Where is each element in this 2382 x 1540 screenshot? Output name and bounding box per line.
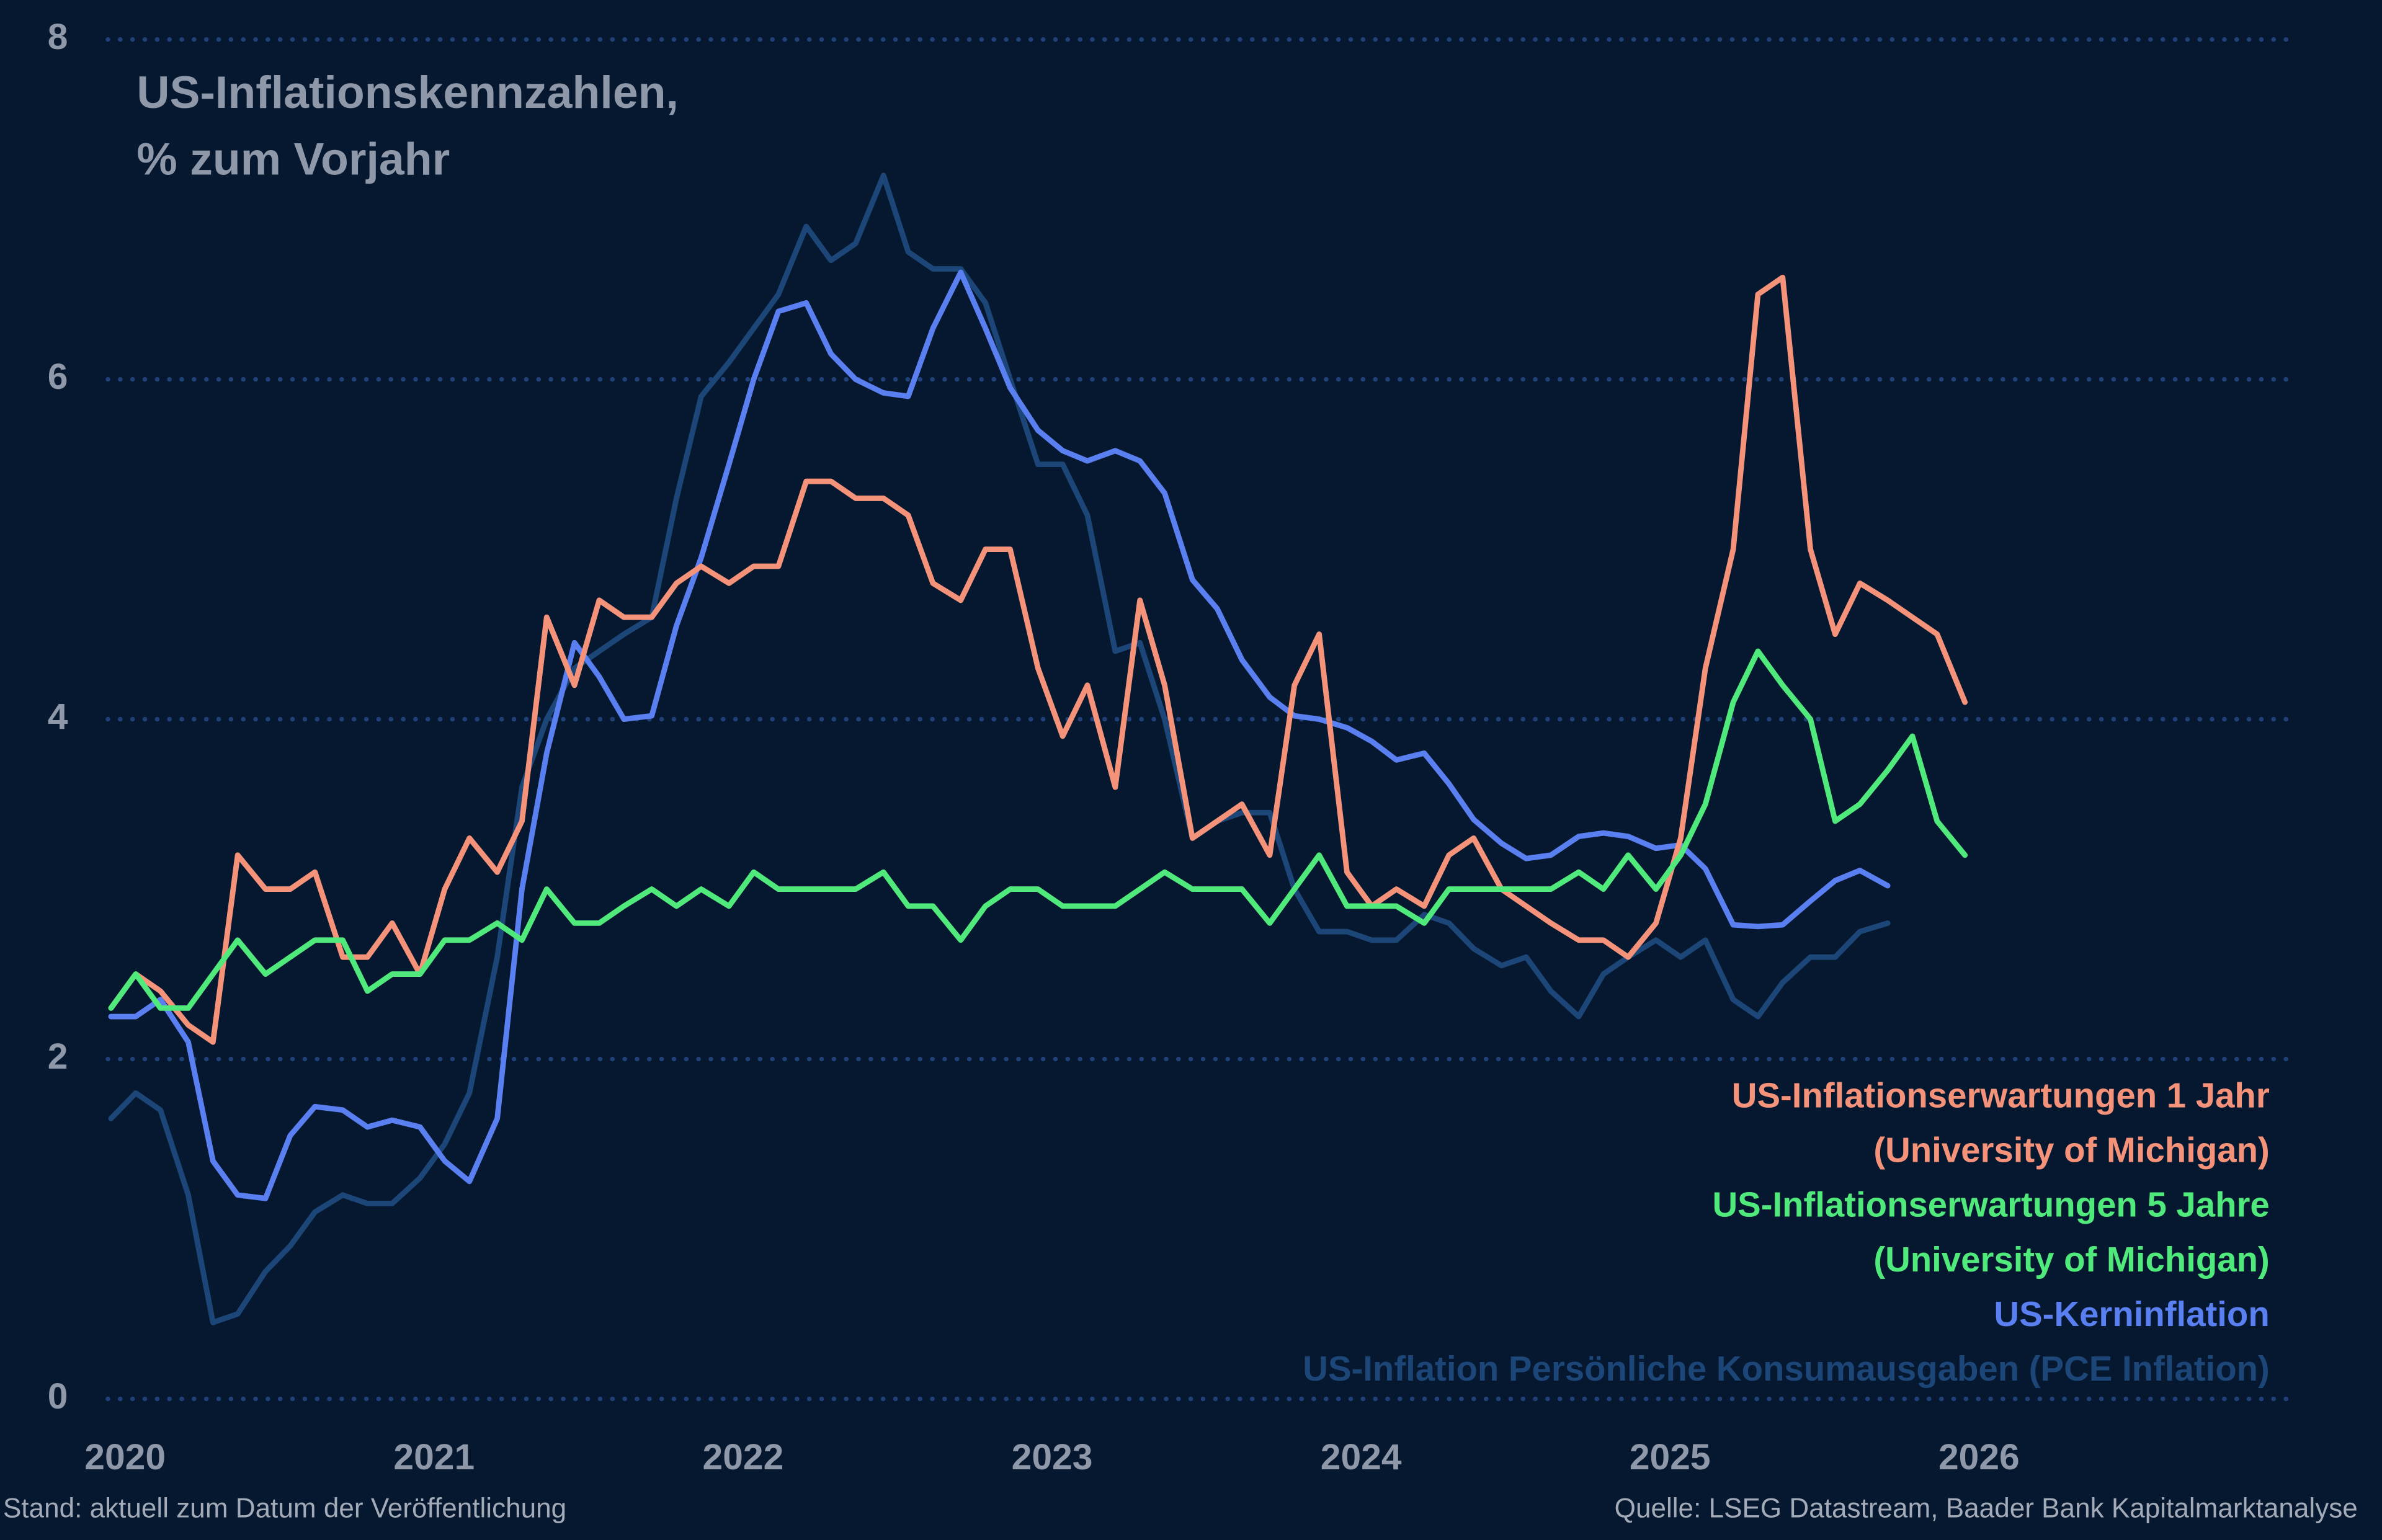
y-tick-label: 8 (48, 17, 68, 57)
x-tick-label: 2023 (1012, 1437, 1093, 1477)
series-line (108, 269, 1891, 1201)
x-tick-label: 2022 (703, 1437, 784, 1477)
y-tick-label: 6 (48, 357, 68, 397)
y-tick-label: 0 (48, 1376, 68, 1417)
x-tick-label: 2020 (84, 1437, 166, 1477)
y-tick-label: 2 (48, 1036, 68, 1077)
series-line (108, 274, 1968, 1045)
x-tick-label: 2025 (1630, 1437, 1711, 1477)
legend-entry: US-Kerninflation (1994, 1294, 2270, 1334)
legend: US-Inflationserwartungen 1 Jahr (Univers… (1303, 1068, 2270, 1396)
y-tick-label: 4 (48, 697, 68, 737)
x-tick-label: 2024 (1321, 1437, 1402, 1477)
x-tick-label: 2021 (393, 1437, 475, 1477)
series-line (108, 172, 1891, 1325)
legend-entry: US-Inflationserwartungen 1 Jahr (Univers… (1731, 1075, 2270, 1170)
series-line (108, 648, 1968, 1011)
footer-left: Stand: aktuell zum Datum der Veröffentli… (2, 1493, 567, 1524)
legend-entry: US-Inflationserwartungen 5 Jahre (Univer… (1712, 1185, 2270, 1280)
chart-title: US-Inflationskennzahlen, % zum Vorjahr (136, 68, 679, 185)
legend-entry: US-Inflation Persönliche Konsumausgaben … (1303, 1348, 2270, 1389)
x-tick-label: 2026 (1938, 1437, 2020, 1477)
footer-right: Quelle: LSEG Datastream, Baader Bank Kap… (1614, 1493, 2358, 1524)
